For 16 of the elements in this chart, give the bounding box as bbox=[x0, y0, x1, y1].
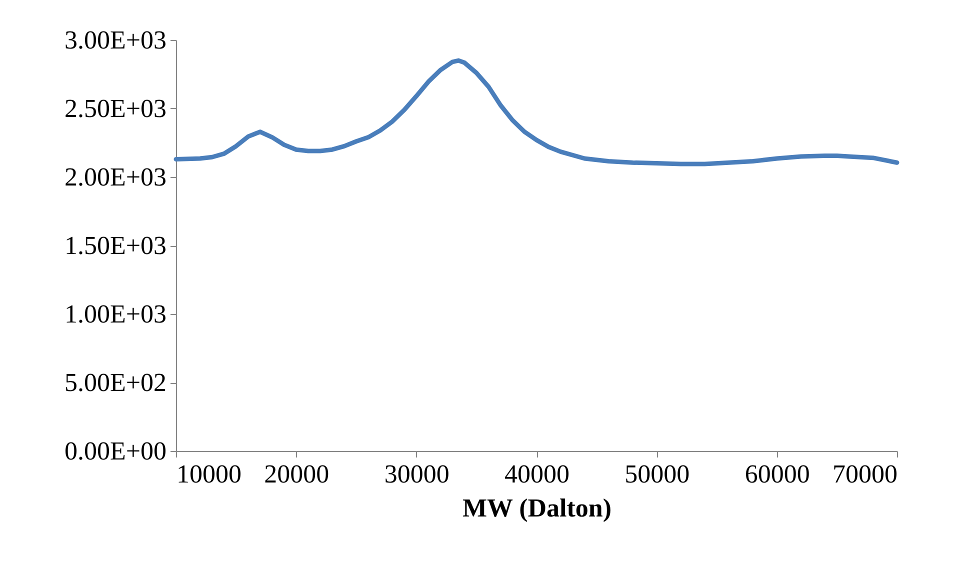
y-tick-label: 3.00E+03 bbox=[64, 26, 166, 54]
x-tick-label: 20000 bbox=[264, 460, 330, 488]
x-tick-label: 50000 bbox=[624, 460, 690, 488]
x-tick-label: 10000 bbox=[176, 460, 242, 488]
x-tick-label: 40000 bbox=[504, 460, 570, 488]
y-tick-label: 5.00E+02 bbox=[64, 368, 166, 397]
x-axis-title: MW (Dalton) bbox=[462, 494, 612, 522]
x-tick-label: 30000 bbox=[384, 460, 450, 488]
y-tick-label: 2.00E+03 bbox=[64, 162, 166, 192]
x-tick-label: 60000 bbox=[744, 460, 810, 488]
y-tick-label: 1.50E+03 bbox=[64, 231, 166, 260]
y-tick-label: 0.00E+00 bbox=[64, 436, 166, 466]
y-tick-label: 2.50E+03 bbox=[64, 94, 166, 123]
line-series bbox=[174, 58, 900, 166]
y-tick-label: 1.00E+03 bbox=[64, 300, 166, 328]
x-tick-label: 70000 bbox=[832, 460, 898, 488]
